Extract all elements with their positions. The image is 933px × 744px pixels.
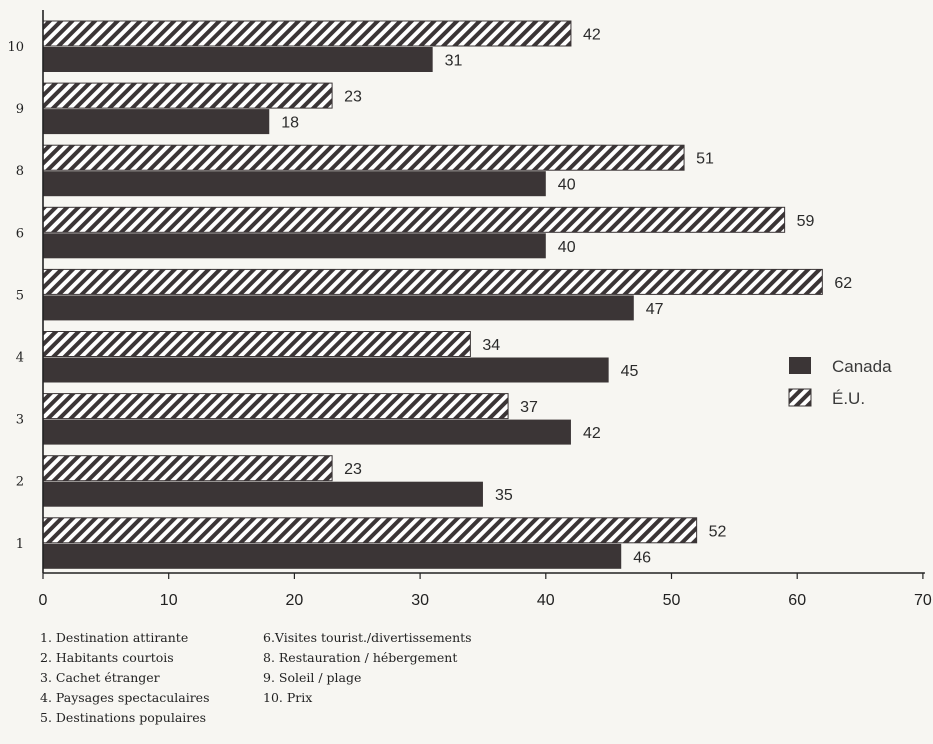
- y-tick-label: 4: [16, 351, 24, 366]
- legend-label-eu: É.U.: [832, 389, 865, 408]
- x-tick-label: 30: [411, 592, 429, 609]
- note-item: 9. Soleil / plage: [263, 670, 362, 685]
- data-label: 40: [558, 239, 576, 256]
- data-label: 59: [797, 213, 815, 230]
- bar-eu-3: [42, 393, 509, 420]
- data-label: 52: [709, 523, 727, 540]
- bar-canada-3: [43, 419, 571, 445]
- x-tick-label: 0: [39, 592, 48, 609]
- note-item: 2. Habitants courtois: [40, 650, 174, 665]
- legend-swatch-canada: [789, 357, 811, 374]
- note-item: 10. Prix: [263, 690, 313, 705]
- bar-canada-4: [43, 357, 609, 383]
- note-item: 3. Cachet étranger: [40, 670, 160, 685]
- data-label: 23: [344, 461, 362, 478]
- y-tick-label: 3: [16, 413, 24, 428]
- y-tick-label: 1: [16, 537, 24, 552]
- bar-canada-6: [43, 233, 546, 259]
- bar-canada-8: [43, 171, 546, 197]
- y-tick-label: 2: [16, 475, 24, 490]
- y-tick-label: 9: [16, 102, 24, 117]
- bar-eu-2: [42, 455, 333, 482]
- x-tick-label: 10: [160, 592, 178, 609]
- bar-eu-6: [42, 206, 786, 233]
- data-label: 31: [445, 53, 463, 70]
- x-tick-label: 40: [537, 592, 555, 609]
- data-label: 51: [696, 151, 714, 168]
- legend-label-canada: Canada: [832, 357, 892, 376]
- y-tick-label: 6: [16, 226, 24, 241]
- note-item: 4. Paysages spectaculaires: [40, 690, 210, 705]
- x-tick-label: 20: [286, 592, 304, 609]
- data-label: 40: [558, 177, 576, 194]
- x-tick-label: 60: [788, 592, 806, 609]
- notes-left-column: 1. Destination attirante 2. Habitants co…: [40, 628, 210, 728]
- notes-right-column: 6.Visites tourist./divertissements 8. Re…: [263, 628, 472, 708]
- y-tick-label: 5: [16, 288, 24, 303]
- data-label: 47: [646, 301, 664, 318]
- note-item: 8. Restauration / hébergement: [263, 650, 458, 665]
- data-label: 23: [344, 89, 362, 106]
- data-label: 18: [281, 115, 299, 132]
- data-label: 42: [583, 27, 601, 44]
- data-label: 46: [633, 549, 651, 566]
- bar-canada-9: [43, 109, 270, 135]
- bar-canada-5: [43, 295, 634, 321]
- bar-eu-8: [42, 144, 685, 171]
- data-label: 34: [482, 337, 500, 354]
- data-label: 62: [834, 275, 852, 292]
- data-label: 42: [583, 425, 601, 442]
- x-tick-label: 70: [914, 592, 932, 609]
- data-label: 45: [621, 363, 639, 380]
- bar-eu-5: [42, 268, 823, 295]
- note-item: 1. Destination attirante: [40, 630, 189, 645]
- category-notes: 1. Destination attirante 2. Habitants co…: [40, 628, 920, 744]
- y-tick-label: 10: [7, 40, 24, 55]
- bar-canada-2: [43, 481, 483, 507]
- legend: Canada É.U.: [788, 357, 892, 408]
- plot-area: 4231102318951408594066247534454374232335…: [7, 10, 932, 609]
- bar-eu-10: [42, 20, 572, 47]
- legend-swatch-eu: [788, 388, 812, 407]
- note-item: 5. Destinations populaires: [40, 710, 207, 725]
- bar-canada-10: [43, 47, 433, 72]
- bar-eu-4: [42, 331, 471, 357]
- x-tick-label: 50: [663, 592, 681, 609]
- bar-eu-1: [42, 517, 698, 544]
- data-label: 35: [495, 487, 513, 504]
- data-label: 37: [520, 399, 538, 416]
- bar-eu-9: [42, 82, 333, 109]
- y-tick-label: 8: [16, 164, 24, 179]
- bar-canada-1: [43, 543, 622, 569]
- note-item: 6.Visites tourist./divertissements: [263, 630, 472, 645]
